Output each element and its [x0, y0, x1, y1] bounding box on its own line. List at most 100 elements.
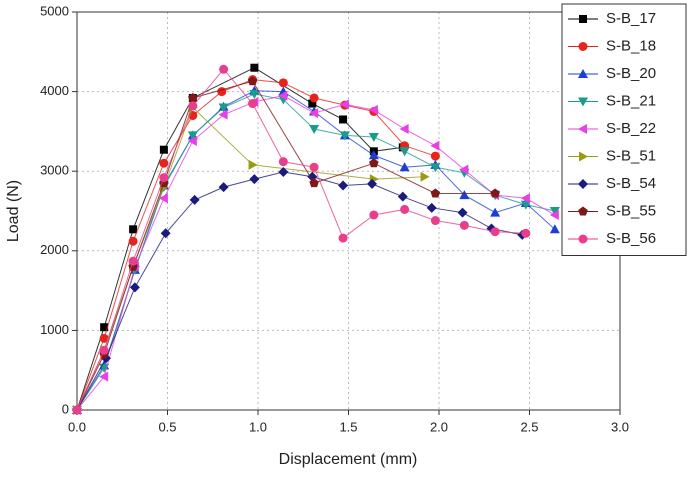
- marker: [368, 104, 378, 115]
- marker: [308, 99, 317, 108]
- marker: [520, 200, 531, 210]
- marker: [159, 173, 169, 183]
- legend-label: S-B_18: [606, 37, 656, 54]
- y-tick-label: 0: [62, 401, 69, 416]
- marker: [339, 99, 349, 110]
- marker: [188, 101, 198, 111]
- series: [72, 89, 560, 415]
- marker: [549, 207, 560, 216]
- legend-label: S-B_21: [606, 92, 656, 109]
- marker: [249, 89, 260, 99]
- marker: [459, 190, 470, 200]
- marker: [278, 166, 289, 177]
- marker: [399, 147, 410, 157]
- marker: [278, 157, 288, 167]
- marker: [218, 109, 228, 120]
- marker: [309, 162, 319, 172]
- marker: [430, 188, 441, 198]
- y-tick-label: 4000: [40, 83, 69, 98]
- marker: [578, 179, 588, 189]
- marker: [578, 42, 588, 51]
- marker: [278, 90, 288, 101]
- marker: [309, 93, 319, 103]
- series: [72, 64, 531, 415]
- marker: [188, 92, 198, 103]
- marker: [578, 69, 588, 78]
- marker: [520, 193, 530, 204]
- marker: [579, 151, 588, 162]
- x-tick-label: 0.5: [158, 419, 176, 434]
- marker: [249, 174, 260, 185]
- x-tick-label: 3.0: [611, 419, 629, 434]
- series: [73, 63, 407, 414]
- marker: [578, 206, 588, 216]
- marker: [309, 125, 320, 135]
- y-axis-label: Load (N): [5, 180, 22, 242]
- x-tick-label: 1.5: [339, 419, 357, 434]
- x-tick-label: 2.5: [520, 419, 538, 434]
- y-tick-label: 3000: [40, 163, 69, 178]
- marker: [72, 405, 82, 415]
- marker: [159, 145, 168, 154]
- series: [72, 85, 560, 414]
- marker: [397, 191, 408, 202]
- marker: [369, 158, 379, 168]
- marker: [579, 15, 587, 23]
- marker: [578, 124, 587, 134]
- marker: [309, 178, 319, 188]
- marker: [99, 371, 109, 382]
- marker: [368, 132, 379, 142]
- marker: [400, 204, 410, 214]
- marker: [129, 282, 140, 293]
- marker: [159, 158, 169, 168]
- legend-label: S-B_55: [606, 202, 656, 219]
- x-axis-label: Displacement (mm): [279, 451, 418, 468]
- marker: [250, 63, 259, 72]
- series-line: [76, 80, 496, 411]
- marker: [187, 131, 198, 141]
- series-line: [76, 68, 526, 411]
- marker: [549, 224, 560, 234]
- marker: [99, 345, 109, 355]
- marker: [578, 97, 588, 107]
- marker: [189, 194, 200, 205]
- marker: [100, 323, 109, 332]
- series: [72, 166, 528, 415]
- marker: [217, 87, 227, 97]
- marker: [128, 256, 138, 266]
- marker: [457, 207, 468, 218]
- marker: [160, 228, 171, 239]
- series-line: [76, 171, 523, 411]
- marker: [278, 78, 288, 88]
- legend-label: S-B_22: [606, 120, 656, 137]
- marker: [399, 124, 409, 135]
- marker: [129, 225, 138, 234]
- marker: [430, 151, 440, 161]
- marker: [187, 135, 197, 146]
- marker: [218, 103, 229, 113]
- marker: [459, 164, 469, 175]
- marker: [128, 236, 138, 246]
- series-line: [76, 95, 556, 411]
- marker: [490, 227, 500, 237]
- marker: [339, 131, 350, 141]
- marker: [430, 140, 440, 151]
- marker: [426, 202, 437, 213]
- marker: [430, 216, 440, 226]
- marker: [339, 115, 348, 124]
- y-tick-label: 2000: [40, 242, 69, 257]
- marker: [248, 99, 258, 109]
- marker: [99, 333, 109, 343]
- marker: [521, 228, 531, 238]
- marker: [459, 220, 469, 230]
- marker: [309, 108, 319, 119]
- x-tick-label: 0.0: [68, 419, 86, 434]
- marker: [247, 76, 258, 86]
- y-tick-label: 1000: [40, 322, 69, 337]
- marker: [338, 180, 349, 191]
- marker: [490, 207, 501, 217]
- marker: [338, 233, 348, 243]
- legend-label: S-B_17: [606, 10, 656, 27]
- marker: [430, 163, 441, 173]
